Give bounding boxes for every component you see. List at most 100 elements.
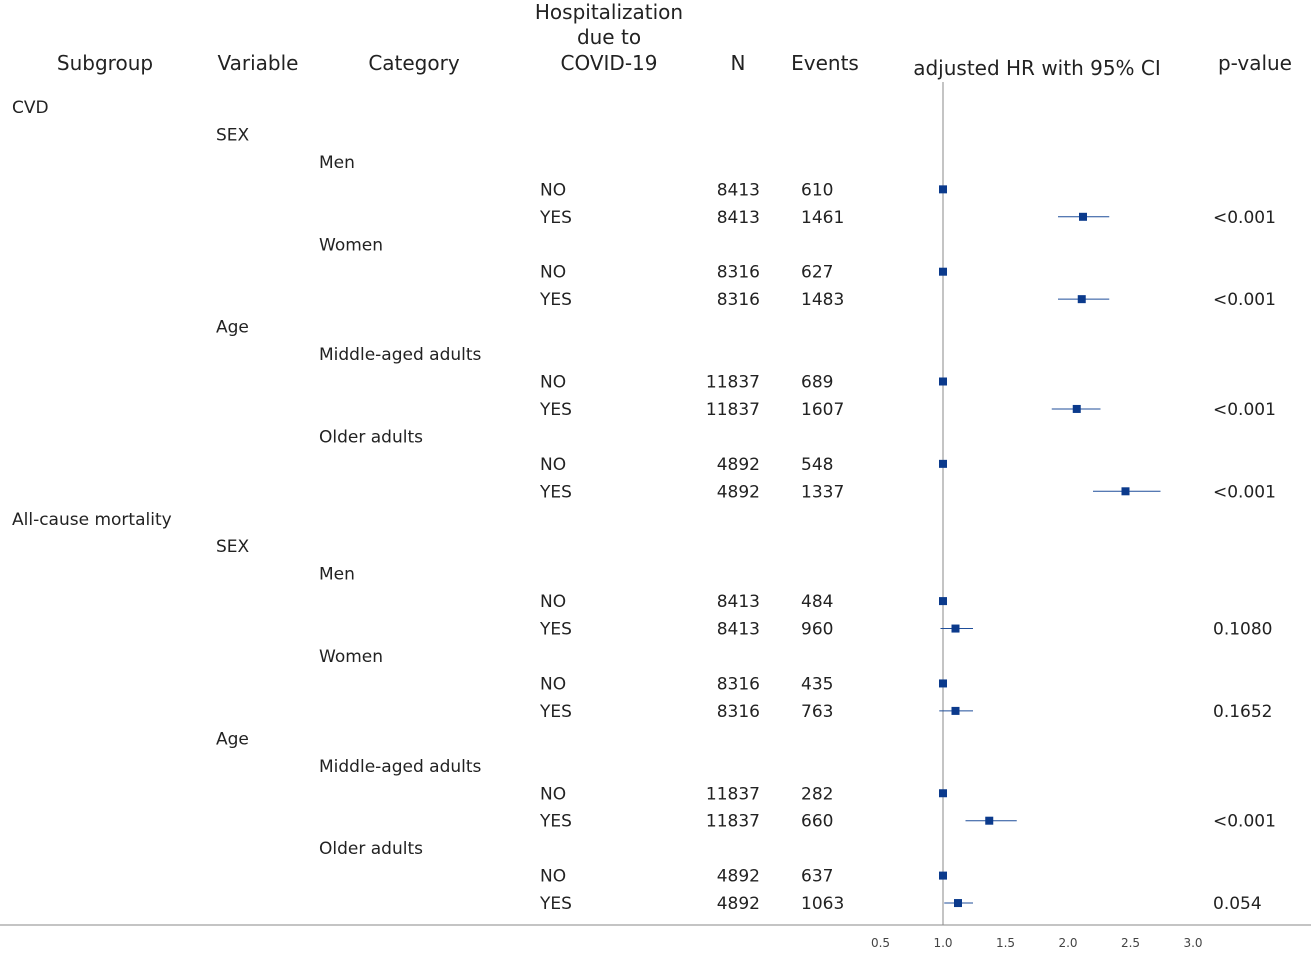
column-headers: Subgroup Variable Category Hospitalizati… <box>57 0 1292 80</box>
variable-label: SEX <box>216 125 250 145</box>
events-value: 763 <box>801 702 833 722</box>
hosp-value: NO <box>540 373 566 393</box>
events-value: 1461 <box>801 208 844 228</box>
x-axis-ticks: 0.5 1.0 1.5 2.0 2.5 3.0 <box>871 936 1203 950</box>
category-label: Men <box>319 153 355 173</box>
hr-point <box>939 597 947 606</box>
n-value: 4892 <box>717 867 760 887</box>
events-value: 1063 <box>801 894 844 914</box>
n-value: 4892 <box>717 455 760 475</box>
hr-point <box>939 185 947 194</box>
hr-point <box>939 459 947 468</box>
hr-markers <box>939 185 1161 908</box>
n-value: 8316 <box>717 674 760 694</box>
n-value: 8413 <box>717 592 760 612</box>
header-category: Category <box>368 51 460 75</box>
events-value: 1483 <box>801 290 844 310</box>
hr-point <box>954 899 962 908</box>
header-n: N <box>731 51 746 75</box>
category-label: Women <box>319 647 383 667</box>
p-value: 0.1080 <box>1213 620 1272 640</box>
hosp-value: NO <box>540 180 566 200</box>
hr-point <box>1077 295 1086 304</box>
hr-point <box>939 267 947 276</box>
x-tick-label: 1.5 <box>996 936 1015 950</box>
n-value: 11837 <box>706 784 760 804</box>
hr-point <box>1072 404 1081 413</box>
hosp-value: YES <box>539 620 572 640</box>
x-tick-label: 2.5 <box>1121 936 1140 950</box>
x-tick-label: 1.0 <box>933 936 952 950</box>
hosp-value: YES <box>539 400 572 420</box>
variable-label: Age <box>216 318 249 338</box>
n-value: 8413 <box>717 620 760 640</box>
hosp-value: YES <box>539 482 572 502</box>
p-value: <0.001 <box>1213 812 1276 832</box>
x-axis <box>0 82 1311 926</box>
x-tick-label: 0.5 <box>871 936 890 950</box>
subgroup-label: All-cause mortality <box>12 510 172 530</box>
category-label: Women <box>319 235 383 255</box>
events-value: 1607 <box>801 400 844 420</box>
table-rows: CVD SEX Men NO 8413 610 YES 8413 1461 <0.001 Women… <box>12 98 1276 914</box>
p-value: 0.054 <box>1213 894 1262 914</box>
hr-point <box>951 706 960 715</box>
hosp-value: NO <box>540 867 566 887</box>
category-label: Middle-aged adults <box>319 757 482 777</box>
header-hosp-line2: due to <box>577 25 641 49</box>
n-value: 4892 <box>717 894 760 914</box>
hosp-value: NO <box>540 784 566 804</box>
events-value: 435 <box>801 674 833 694</box>
variable-label: Age <box>216 729 249 749</box>
hosp-value: YES <box>539 208 572 228</box>
hosp-value: NO <box>540 674 566 694</box>
n-value: 8316 <box>717 702 760 722</box>
header-subgroup: Subgroup <box>57 51 153 75</box>
events-value: 660 <box>801 812 833 832</box>
x-tick-label: 2.0 <box>1058 936 1077 950</box>
header-hr: adjusted HR with 95% CI <box>913 56 1161 80</box>
header-hosp-line3: COVID-19 <box>560 51 657 75</box>
category-label: Older adults <box>319 839 423 859</box>
hosp-value: YES <box>539 702 572 722</box>
n-value: 8413 <box>717 208 760 228</box>
n-value: 11837 <box>706 373 760 393</box>
subgroup-label: CVD <box>12 98 49 118</box>
hosp-value: NO <box>540 592 566 612</box>
hosp-value: YES <box>539 894 572 914</box>
p-value: <0.001 <box>1213 400 1276 420</box>
category-label: Older adults <box>319 427 423 447</box>
events-value: 689 <box>801 373 833 393</box>
n-value: 4892 <box>717 482 760 502</box>
header-events: Events <box>791 51 859 75</box>
category-label: Men <box>319 565 355 585</box>
header-variable: Variable <box>218 51 299 75</box>
events-value: 484 <box>801 592 833 612</box>
n-value: 11837 <box>706 812 760 832</box>
hr-point <box>1079 212 1087 221</box>
p-value: 0.1652 <box>1213 702 1272 722</box>
p-value: <0.001 <box>1213 482 1276 502</box>
hosp-value: NO <box>540 455 566 475</box>
p-value: <0.001 <box>1213 208 1276 228</box>
n-value: 11837 <box>706 400 760 420</box>
p-value: <0.001 <box>1213 290 1276 310</box>
hosp-value: YES <box>539 290 572 310</box>
events-value: 610 <box>801 180 833 200</box>
hosp-value: YES <box>539 812 572 832</box>
hr-point <box>1121 487 1130 496</box>
header-hosp-line1: Hospitalization <box>535 0 683 24</box>
hr-point <box>939 789 947 798</box>
n-value: 8316 <box>717 290 760 310</box>
hr-point <box>951 624 960 633</box>
n-value: 8413 <box>717 180 760 200</box>
events-value: 1337 <box>801 482 844 502</box>
n-value: 8316 <box>717 263 760 283</box>
hr-point <box>939 377 947 386</box>
hr-point <box>985 816 994 825</box>
hr-point <box>939 679 947 688</box>
variable-label: SEX <box>216 537 250 557</box>
events-value: 627 <box>801 263 833 283</box>
events-value: 637 <box>801 867 833 887</box>
